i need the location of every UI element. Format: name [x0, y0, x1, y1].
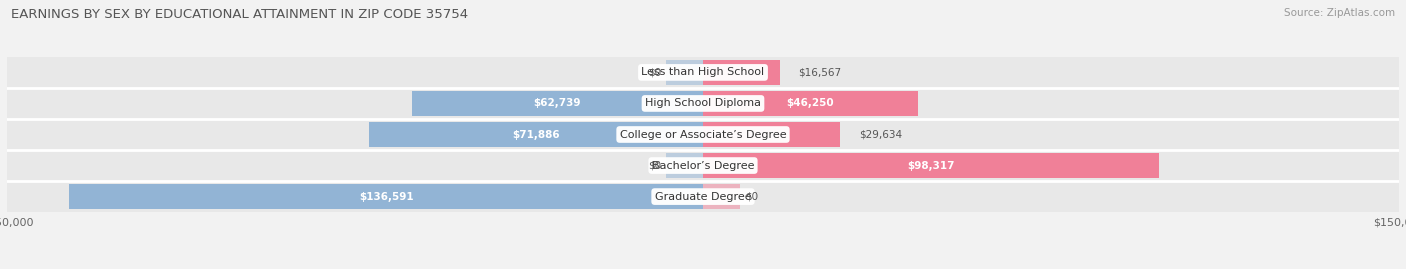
Bar: [7, 181, 1399, 212]
Bar: [7, 88, 1399, 119]
Text: $62,739: $62,739: [534, 98, 581, 108]
Text: $71,886: $71,886: [512, 129, 560, 140]
Text: $0: $0: [648, 161, 661, 171]
Text: $0: $0: [648, 68, 661, 77]
Text: College or Associate’s Degree: College or Associate’s Degree: [620, 129, 786, 140]
Bar: [7, 57, 1399, 88]
Bar: [666, 153, 703, 178]
Bar: [370, 122, 703, 147]
Text: Less than High School: Less than High School: [641, 68, 765, 77]
Text: $0: $0: [745, 192, 758, 201]
Text: Graduate Degree: Graduate Degree: [655, 192, 751, 201]
Bar: [703, 91, 918, 116]
Bar: [703, 122, 841, 147]
Bar: [7, 119, 1399, 150]
Text: $16,567: $16,567: [799, 68, 842, 77]
Bar: [703, 153, 1159, 178]
Bar: [69, 185, 703, 209]
Text: $29,634: $29,634: [859, 129, 903, 140]
Bar: [7, 150, 1399, 181]
Text: $136,591: $136,591: [359, 192, 413, 201]
Bar: [703, 185, 740, 209]
Bar: [412, 91, 703, 116]
Text: $46,250: $46,250: [786, 98, 834, 108]
Text: High School Diploma: High School Diploma: [645, 98, 761, 108]
Bar: [666, 60, 703, 84]
Text: $98,317: $98,317: [907, 161, 955, 171]
Bar: [703, 60, 780, 84]
Text: Bachelor’s Degree: Bachelor’s Degree: [652, 161, 754, 171]
Text: EARNINGS BY SEX BY EDUCATIONAL ATTAINMENT IN ZIP CODE 35754: EARNINGS BY SEX BY EDUCATIONAL ATTAINMEN…: [11, 8, 468, 21]
Text: Source: ZipAtlas.com: Source: ZipAtlas.com: [1284, 8, 1395, 18]
